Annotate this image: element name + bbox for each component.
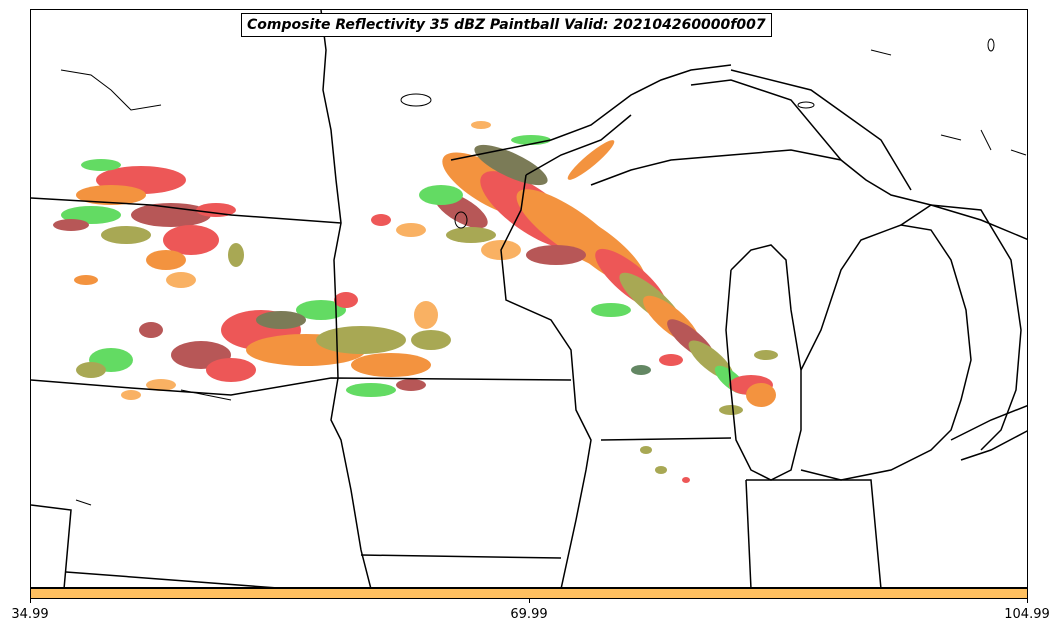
colorbar bbox=[30, 588, 1028, 599]
lakes-layer bbox=[60, 38, 1027, 506]
colorbar-tick bbox=[1027, 599, 1028, 603]
colorbar-tick bbox=[30, 599, 31, 603]
colorbar-tick-label-mid: 69.99 bbox=[510, 607, 548, 622]
colorbar-tick-label-min: 34.99 bbox=[11, 607, 49, 622]
colorbar-tick-label-max: 104.99 bbox=[1004, 607, 1050, 622]
map-canvas bbox=[31, 10, 1027, 587]
chart-title: Composite Reflectivity 35 dBZ Paintball … bbox=[241, 13, 772, 37]
boundary-layer bbox=[31, 10, 1027, 587]
paintball-layer bbox=[53, 121, 778, 483]
map-panel bbox=[30, 9, 1028, 588]
colorbar-tick bbox=[529, 599, 530, 603]
